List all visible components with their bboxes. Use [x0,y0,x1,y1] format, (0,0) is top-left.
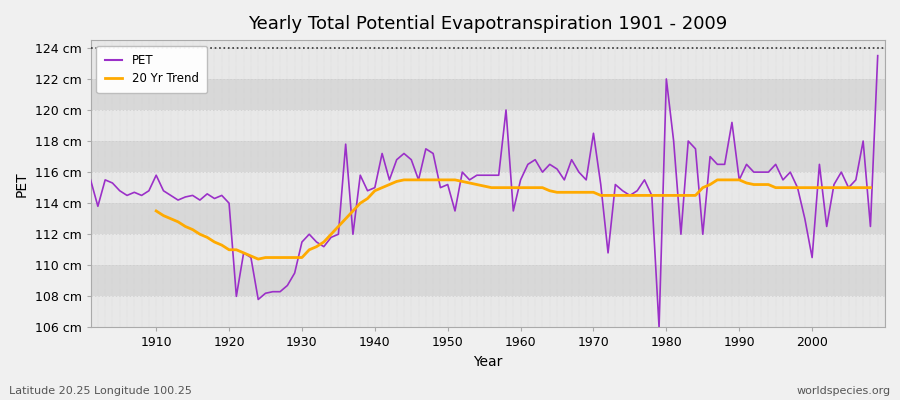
X-axis label: Year: Year [473,355,502,369]
Legend: PET, 20 Yr Trend: PET, 20 Yr Trend [96,46,207,93]
Text: Latitude 20.25 Longitude 100.25: Latitude 20.25 Longitude 100.25 [9,386,192,396]
Bar [91,172,885,203]
Bar [91,234,885,265]
Bar [91,203,885,234]
Title: Yearly Total Potential Evapotranspiration 1901 - 2009: Yearly Total Potential Evapotranspiratio… [248,15,727,33]
Y-axis label: PET: PET [15,171,29,196]
Bar [91,48,885,79]
Text: worldspecies.org: worldspecies.org [796,386,891,396]
Bar [91,265,885,296]
Bar [91,141,885,172]
Bar [91,110,885,141]
Bar [91,79,885,110]
Bar [91,296,885,328]
